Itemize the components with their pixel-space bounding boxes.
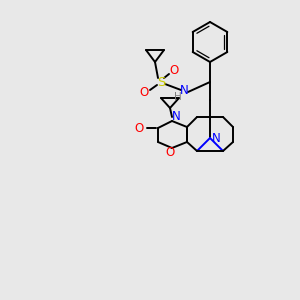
Text: N: N <box>180 83 188 97</box>
Text: N: N <box>172 110 180 124</box>
Text: H: H <box>174 92 182 102</box>
Text: S: S <box>157 76 165 88</box>
Text: O: O <box>134 122 144 134</box>
Text: N: N <box>212 131 220 145</box>
Text: O: O <box>169 64 178 77</box>
Text: O: O <box>165 146 175 160</box>
Text: O: O <box>140 86 148 100</box>
